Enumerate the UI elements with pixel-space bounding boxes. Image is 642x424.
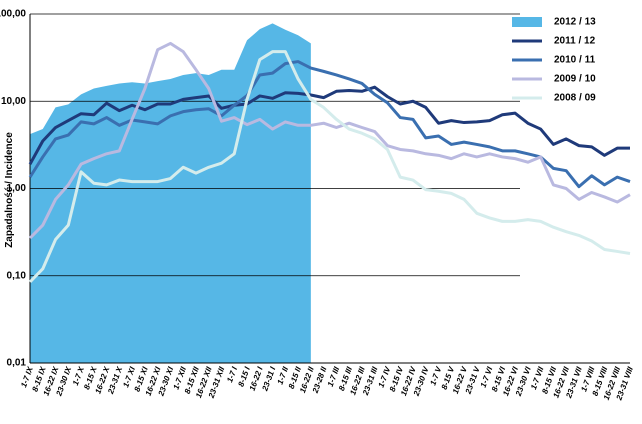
- y-tick-label: 1,00: [7, 183, 27, 194]
- legend-swatch: [512, 17, 542, 27]
- line: [28, 50, 631, 283]
- legend-label: 2008 / 09: [554, 93, 596, 104]
- legend-label: 2009 / 10: [554, 74, 596, 85]
- legend-label: 2011 / 12: [554, 36, 596, 47]
- y-tick-label: 0,01: [7, 358, 27, 369]
- line: [28, 41, 631, 240]
- y-tick-label: 100,00: [0, 9, 26, 20]
- y-tick-label: 0,10: [7, 270, 27, 281]
- y-axis-label: Zapadalność / Incidence: [4, 132, 15, 248]
- legend-label: 2012 / 13: [554, 17, 596, 28]
- legend-label: 2010 / 11: [554, 55, 596, 66]
- line: [28, 85, 630, 165]
- y-tick-label: 10,00: [1, 96, 26, 107]
